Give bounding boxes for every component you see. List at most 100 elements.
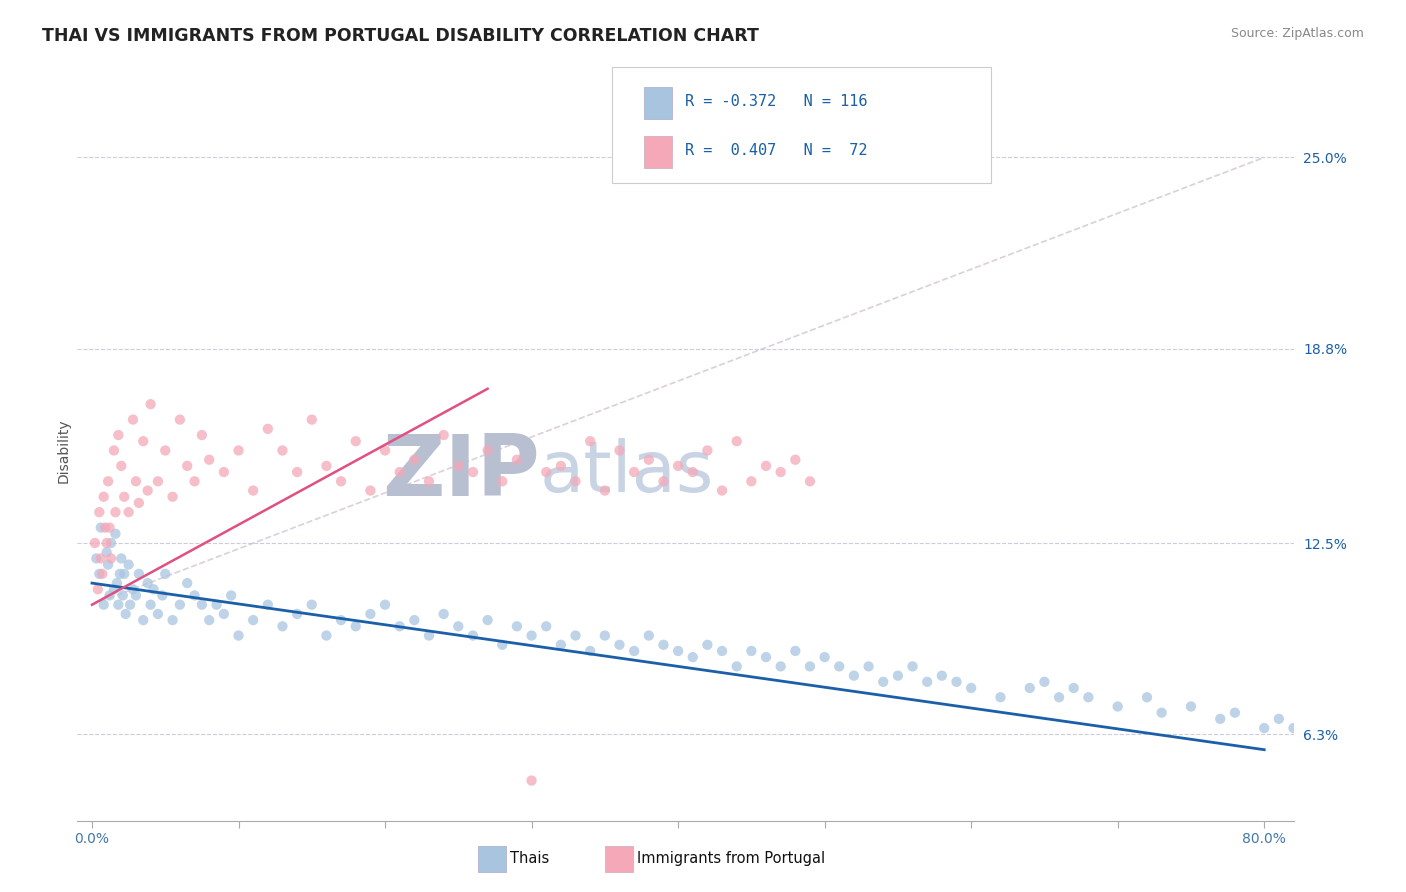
Point <box>696 638 718 652</box>
Point <box>98 520 121 534</box>
Point <box>117 558 139 572</box>
Point <box>183 589 205 603</box>
Point <box>1399 737 1406 751</box>
Point <box>915 674 938 689</box>
Point <box>112 566 135 581</box>
Point <box>534 619 557 633</box>
Point <box>100 551 122 566</box>
Point <box>96 545 118 559</box>
Point <box>271 619 294 633</box>
Point <box>418 475 440 489</box>
Point <box>1268 712 1291 726</box>
Point <box>1223 706 1246 720</box>
Point <box>623 465 645 479</box>
Text: R = -0.372   N = 116: R = -0.372 N = 116 <box>685 94 868 109</box>
Point <box>183 475 205 489</box>
Point <box>682 465 704 479</box>
Point <box>755 458 778 473</box>
Point <box>1341 737 1364 751</box>
Point <box>1180 699 1202 714</box>
Point <box>477 443 499 458</box>
Point <box>107 598 129 612</box>
Point <box>1018 681 1040 695</box>
Point <box>271 443 294 458</box>
Point <box>418 628 440 642</box>
Point <box>447 458 470 473</box>
Point <box>242 483 264 498</box>
Point <box>1326 721 1348 735</box>
Point <box>120 598 142 612</box>
Point <box>461 628 484 642</box>
Point <box>139 397 162 411</box>
Point <box>725 434 748 449</box>
Point <box>945 674 967 689</box>
Point <box>433 428 456 442</box>
Point <box>128 496 150 510</box>
Point <box>86 551 108 566</box>
Point <box>128 566 150 581</box>
Point <box>769 465 792 479</box>
Point <box>176 576 198 591</box>
Point <box>103 443 125 458</box>
Point <box>682 650 704 665</box>
Point <box>609 443 631 458</box>
Point <box>285 607 308 621</box>
Point <box>696 443 718 458</box>
Point <box>285 465 308 479</box>
Point <box>104 526 127 541</box>
Point <box>609 638 631 652</box>
Text: Thais: Thais <box>510 852 550 866</box>
Point <box>105 576 128 591</box>
Point <box>520 628 543 642</box>
Point <box>139 598 162 612</box>
Point <box>108 566 131 581</box>
Text: atlas: atlas <box>540 438 714 508</box>
Point <box>1136 690 1159 705</box>
Point <box>1209 712 1232 726</box>
Point <box>146 607 169 621</box>
Point <box>344 619 367 633</box>
Point <box>814 650 837 665</box>
Point <box>1107 699 1129 714</box>
Point <box>104 505 127 519</box>
Point <box>623 644 645 658</box>
Point <box>256 598 278 612</box>
Point <box>301 598 323 612</box>
Point <box>150 589 173 603</box>
Point <box>110 551 132 566</box>
Point <box>506 452 529 467</box>
Text: R =  0.407   N =  72: R = 0.407 N = 72 <box>685 143 868 158</box>
Point <box>132 434 155 449</box>
Point <box>242 613 264 627</box>
Point <box>97 558 120 572</box>
Text: THAI VS IMMIGRANTS FROM PORTUGAL DISABILITY CORRELATION CHART: THAI VS IMMIGRANTS FROM PORTUGAL DISABIL… <box>42 27 759 45</box>
Point <box>100 536 122 550</box>
Point <box>564 628 586 642</box>
Text: Source: ZipAtlas.com: Source: ZipAtlas.com <box>1230 27 1364 40</box>
Point <box>404 452 426 467</box>
Point <box>564 475 586 489</box>
Point <box>550 638 572 652</box>
Point <box>301 412 323 426</box>
Point <box>111 589 134 603</box>
Point <box>84 536 107 550</box>
Point <box>103 582 125 597</box>
Point <box>433 607 456 621</box>
Point <box>256 422 278 436</box>
Point <box>1312 731 1334 745</box>
Point <box>842 668 865 682</box>
Point <box>579 434 602 449</box>
Point <box>872 674 894 689</box>
Point <box>98 589 121 603</box>
Point <box>97 475 120 489</box>
Point <box>374 443 396 458</box>
Point <box>89 566 111 581</box>
Point <box>1063 681 1085 695</box>
Point <box>740 644 762 658</box>
Point <box>960 681 983 695</box>
Point <box>122 582 145 597</box>
Point <box>110 458 132 473</box>
Point <box>506 619 529 633</box>
Point <box>579 644 602 658</box>
Point <box>785 644 807 658</box>
